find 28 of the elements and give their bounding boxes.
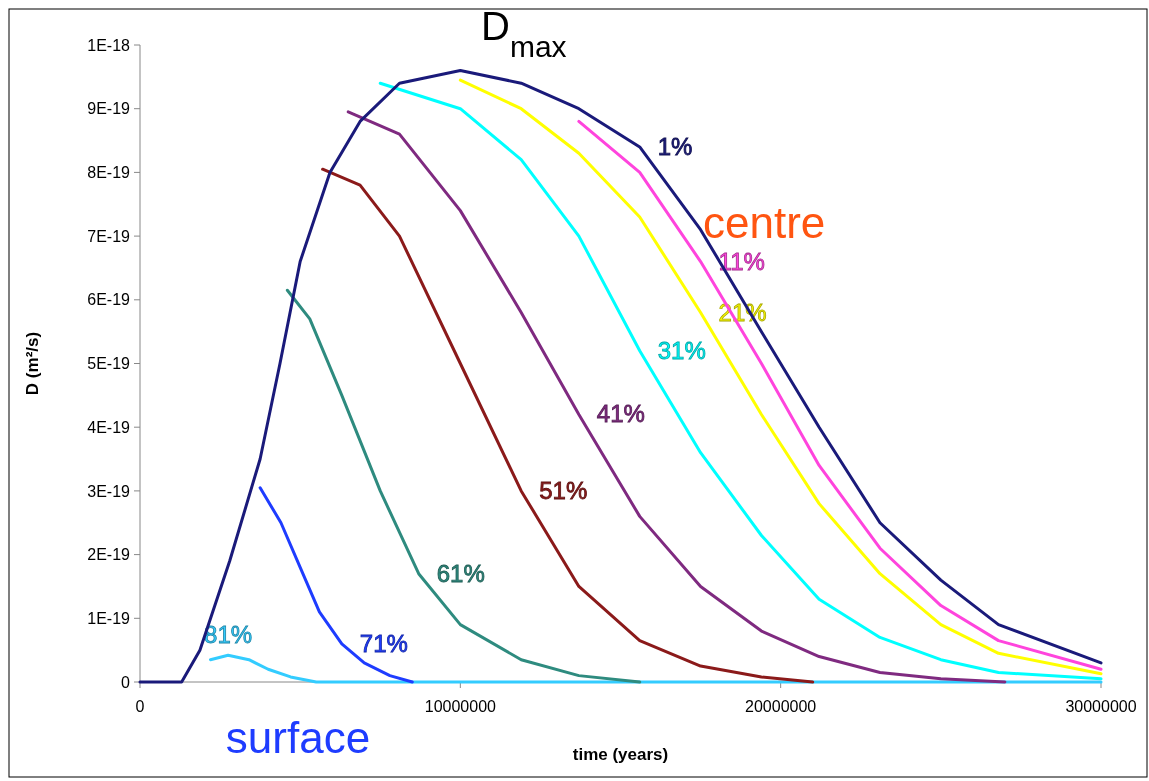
y-tick-label: 6E-19 [87,291,131,309]
x-tick-label: 10000000 [424,698,497,715]
y-tick-label: 7E-19 [87,227,131,245]
series-label: 81% [204,621,253,649]
x-tick-label: 20000000 [745,698,817,715]
y-tick-label: 8E-19 [87,164,131,181]
series-label: 11% [718,247,765,275]
y-tick-label: 2E-19 [87,546,131,564]
x-tick-label: 30000000 [1065,698,1137,715]
y-tick-label: 9E-19 [87,100,131,118]
y-tick-label: 5E-19 [87,355,131,373]
x-axis-title: time (years) [572,745,669,764]
series-label: 31% [657,336,706,364]
y-tick-label: 3E-19 [87,482,131,500]
y-axis-title: D (m²/s) [23,331,42,396]
series-label: 71% [359,629,408,657]
series-label: 41% [596,400,645,428]
chart-title: D$_{max}$ [481,4,567,63]
y-tick-label: 0 [121,673,131,691]
x-tick-label: 0 [135,698,145,715]
series-label: 1% [657,132,693,160]
series-label: 51% [539,476,588,504]
y-tick-label: 1E-19 [87,609,131,627]
y-tick-label: 4E-19 [87,418,131,436]
series-label: 61% [436,559,485,587]
text: surface [225,713,371,762]
annotation: centre [703,198,826,247]
y-tick-label: 1E-18 [87,36,131,54]
